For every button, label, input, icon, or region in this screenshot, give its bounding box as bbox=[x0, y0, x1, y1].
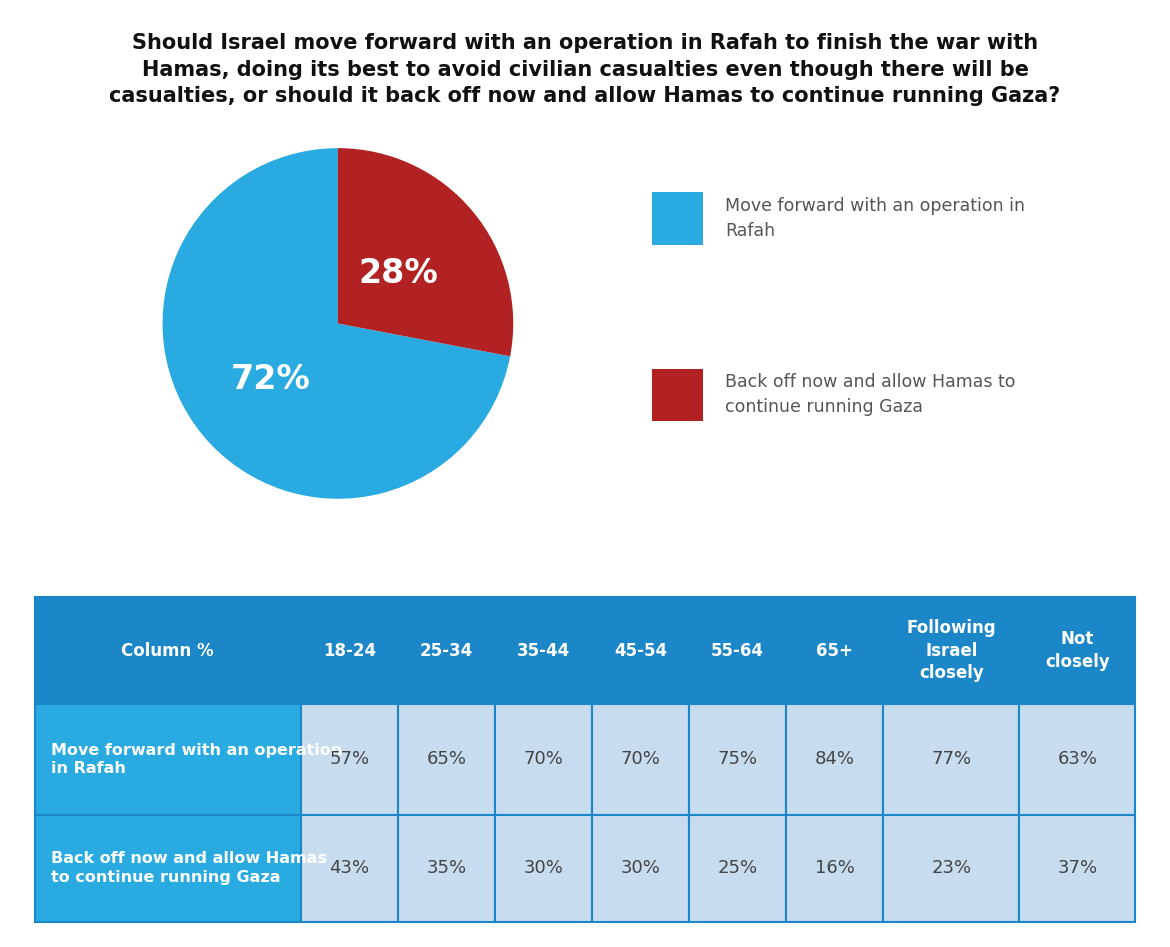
Text: Back off now and allow Hamas to
continue running Gaza: Back off now and allow Hamas to continue… bbox=[725, 373, 1016, 417]
Text: 23%: 23% bbox=[931, 859, 971, 877]
Text: 30%: 30% bbox=[621, 859, 661, 877]
Text: 75%: 75% bbox=[717, 750, 758, 768]
Bar bbox=[301, 705, 398, 814]
Bar bbox=[786, 597, 883, 705]
Text: 55-64: 55-64 bbox=[711, 641, 764, 659]
Text: 77%: 77% bbox=[931, 750, 971, 768]
Text: 57%: 57% bbox=[330, 750, 370, 768]
Text: 16%: 16% bbox=[814, 859, 854, 877]
Bar bbox=[495, 597, 592, 705]
Text: 65%: 65% bbox=[427, 750, 467, 768]
Bar bbox=[883, 705, 1019, 814]
Text: Following
Israel
closely: Following Israel closely bbox=[907, 619, 996, 682]
Bar bbox=[398, 597, 495, 705]
Text: Should Israel move forward with an operation in Rafah to finish the war with
Ham: Should Israel move forward with an opera… bbox=[109, 33, 1061, 106]
Text: 25-34: 25-34 bbox=[420, 641, 473, 659]
Text: 84%: 84% bbox=[814, 750, 855, 768]
Bar bbox=[301, 814, 398, 921]
Bar bbox=[883, 597, 1019, 705]
Bar bbox=[786, 814, 883, 921]
Bar bbox=[398, 705, 495, 814]
FancyBboxPatch shape bbox=[653, 192, 703, 245]
Bar bbox=[592, 597, 689, 705]
Bar bbox=[592, 814, 689, 921]
Text: 70%: 70% bbox=[524, 750, 564, 768]
Bar bbox=[398, 814, 495, 921]
Bar bbox=[1019, 597, 1135, 705]
Text: Not
closely: Not closely bbox=[1045, 631, 1110, 670]
Bar bbox=[495, 814, 592, 921]
Bar bbox=[495, 705, 592, 814]
Bar bbox=[883, 814, 1019, 921]
Bar bbox=[1019, 705, 1135, 814]
Bar bbox=[689, 597, 786, 705]
Bar bbox=[301, 597, 398, 705]
Text: 35%: 35% bbox=[426, 859, 467, 877]
Text: 18-24: 18-24 bbox=[323, 641, 376, 659]
Text: 25%: 25% bbox=[717, 859, 758, 877]
Bar bbox=[689, 814, 786, 921]
Bar bbox=[35, 705, 301, 814]
Text: Column %: Column % bbox=[122, 641, 214, 659]
Text: 45-54: 45-54 bbox=[614, 641, 667, 659]
FancyBboxPatch shape bbox=[653, 368, 703, 421]
Bar bbox=[786, 705, 883, 814]
Text: 37%: 37% bbox=[1058, 859, 1097, 877]
Text: 30%: 30% bbox=[524, 859, 564, 877]
Bar bbox=[689, 705, 786, 814]
Bar bbox=[592, 705, 689, 814]
Bar bbox=[1019, 814, 1135, 921]
Text: 70%: 70% bbox=[621, 750, 661, 768]
Text: Move forward with an operation
in Rafah: Move forward with an operation in Rafah bbox=[51, 742, 343, 777]
Text: 43%: 43% bbox=[330, 859, 370, 877]
Text: 35-44: 35-44 bbox=[517, 641, 570, 659]
Bar bbox=[35, 597, 301, 705]
Bar bbox=[35, 814, 301, 921]
Text: 65+: 65+ bbox=[817, 641, 853, 659]
Text: Move forward with an operation in
Rafah: Move forward with an operation in Rafah bbox=[725, 197, 1025, 241]
Text: Back off now and allow Hamas
to continue running Gaza: Back off now and allow Hamas to continue… bbox=[51, 851, 328, 885]
Text: 63%: 63% bbox=[1058, 750, 1097, 768]
